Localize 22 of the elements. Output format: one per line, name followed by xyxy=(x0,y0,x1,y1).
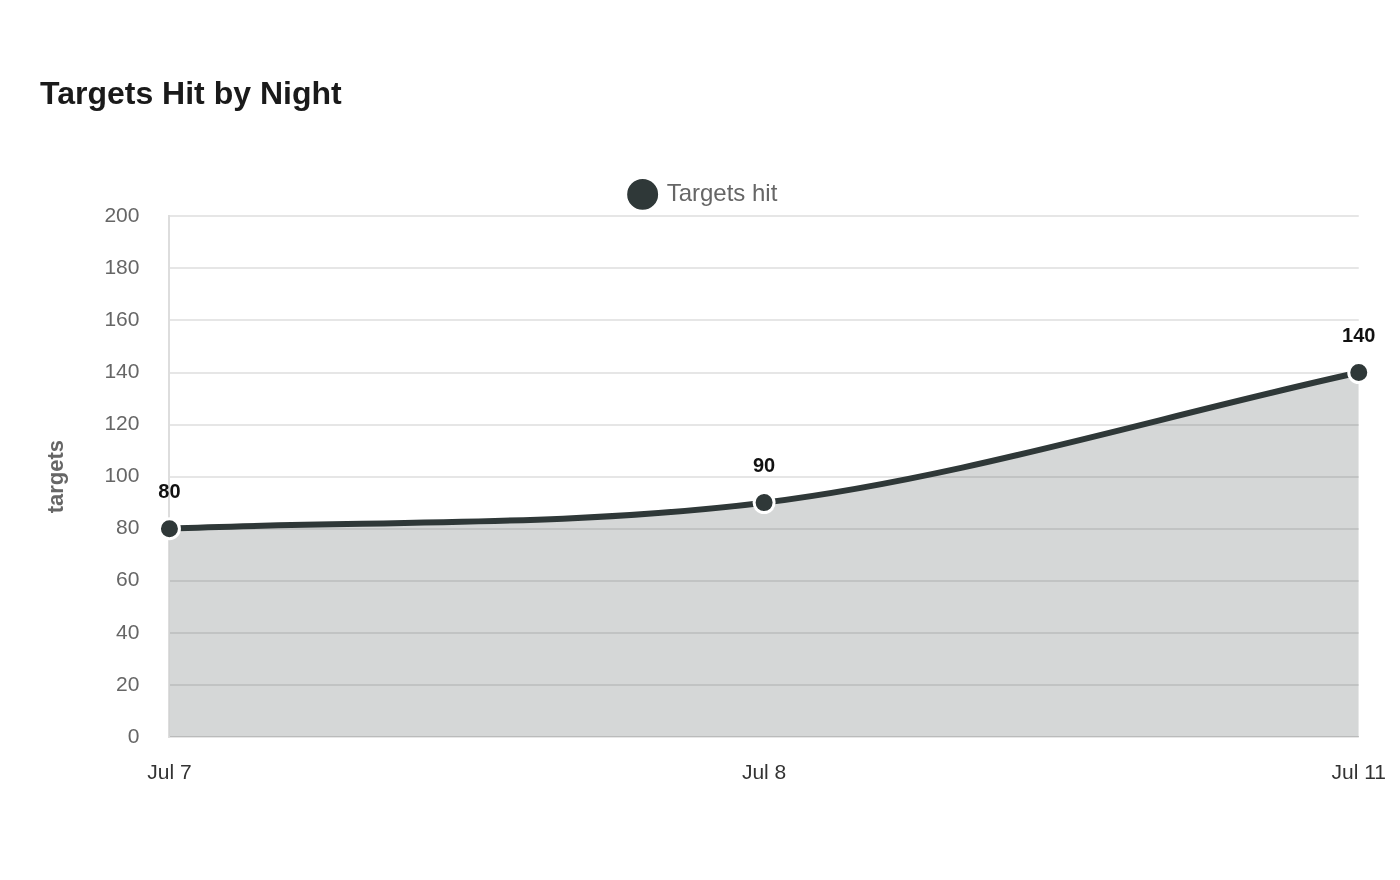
x-tick-label: Jul 11 xyxy=(1331,760,1386,784)
y-tick-label: 180 xyxy=(104,255,140,279)
y-tick-label: 60 xyxy=(116,567,140,591)
data-label: 80 xyxy=(158,480,181,503)
y-tick-label: 120 xyxy=(104,411,140,435)
y-tick-label: 0 xyxy=(127,723,140,747)
y-tick-label: 80 xyxy=(116,515,140,539)
y-axis-title: targets xyxy=(43,439,69,514)
y-tick-label: 200 xyxy=(104,203,140,227)
point xyxy=(1347,361,1371,385)
legend-label: Targets hit xyxy=(666,179,778,207)
y-tick-label: 40 xyxy=(116,619,140,643)
y-tick-label: 20 xyxy=(116,671,140,695)
chart-title: Targets Hit by Night xyxy=(40,75,342,112)
x-tick-label: Jul 8 xyxy=(741,760,787,784)
y-tick-label: 100 xyxy=(104,463,140,487)
point xyxy=(752,491,776,515)
y-tick-label: 140 xyxy=(104,359,140,383)
data-label: 140 xyxy=(1342,324,1376,347)
data-label: 90 xyxy=(752,454,776,477)
y-tick-label: 160 xyxy=(104,307,140,331)
x-tick-label: Jul 7 xyxy=(147,760,192,784)
